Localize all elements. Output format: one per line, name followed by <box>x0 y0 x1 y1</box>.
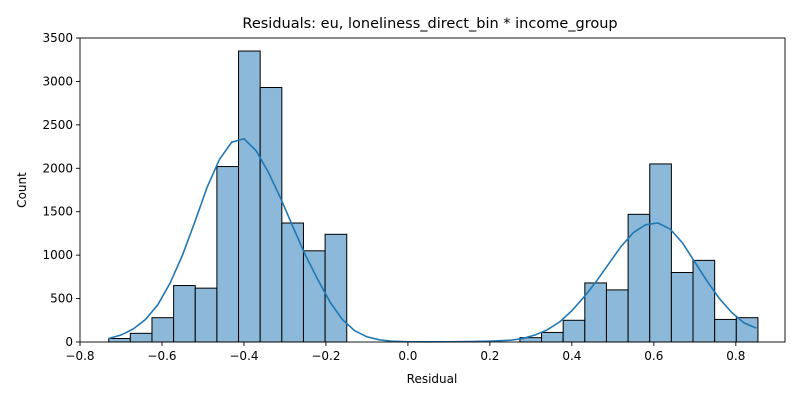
x-tick-label-2: −0.4 <box>229 349 258 363</box>
chart-title: Residuals: eu, loneliness_direct_bin * i… <box>242 16 617 32</box>
y-tick-label-5: 2500 <box>42 118 73 132</box>
histogram-bar-19 <box>692 259 716 343</box>
histogram-bar-9 <box>302 250 326 343</box>
y-tick-label-0: 0 <box>65 335 73 349</box>
histogram-bar-0 <box>108 338 131 343</box>
x-tick-label-0: −0.8 <box>65 349 94 363</box>
y-tick-label-7: 3500 <box>42 31 73 45</box>
histogram-bar-8 <box>281 222 304 343</box>
y-axis-ticks: 0 500 1000 1500 2000 2500 3000 3500 <box>42 31 80 349</box>
x-tick-label-3: −0.2 <box>311 349 340 363</box>
y-tick-label-6: 3000 <box>42 74 73 88</box>
histogram-bars <box>108 50 759 343</box>
histogram-bar-6 <box>238 50 261 343</box>
x-tick-label-5: 0.2 <box>480 349 499 363</box>
y-tick-label-1: 500 <box>50 292 73 306</box>
histogram-bar-2 <box>151 317 175 343</box>
histogram-bar-5 <box>216 166 240 343</box>
y-tick-label-4: 2000 <box>42 161 73 175</box>
x-axis-ticks: −0.8 −0.6 −0.4 −0.2 0.0 0.2 0.4 0.6 0.8 <box>65 342 745 363</box>
histogram-bar-3 <box>173 285 196 343</box>
x-tick-label-7: 0.6 <box>644 349 663 363</box>
x-tick-label-6: 0.4 <box>562 349 581 363</box>
histogram-bar-10 <box>324 233 348 343</box>
y-tick-label-2: 1000 <box>42 248 73 262</box>
histogram-bar-15 <box>605 289 629 343</box>
x-axis-label: Residual <box>407 372 458 386</box>
histogram-bar-12 <box>541 331 564 343</box>
histogram-bar-21 <box>735 317 759 343</box>
histogram-bar-18 <box>670 272 694 343</box>
histogram-bar-1 <box>129 332 153 343</box>
histogram-bar-13 <box>562 319 586 343</box>
x-tick-label-8: 0.8 <box>726 349 745 363</box>
x-tick-label-4: 0.0 <box>398 349 417 363</box>
y-tick-label-3: 1500 <box>42 205 73 219</box>
histogram-bar-17 <box>649 163 672 343</box>
x-tick-label-1: −0.6 <box>147 349 176 363</box>
histogram-bar-4 <box>194 287 218 343</box>
histogram-bar-20 <box>714 318 737 343</box>
plot-frame <box>79 37 786 343</box>
histogram-bar-16 <box>627 213 651 343</box>
y-axis-label: Count <box>15 172 29 208</box>
histogram-bar-7 <box>259 87 283 343</box>
